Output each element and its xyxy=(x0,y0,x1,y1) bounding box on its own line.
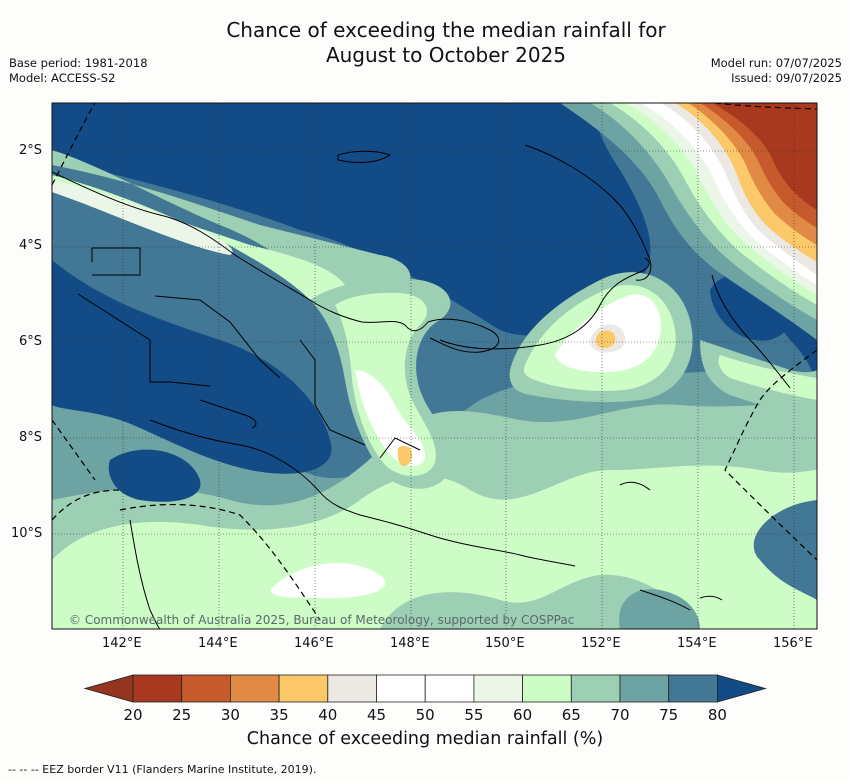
lon-tick-154e: 154°E xyxy=(677,636,717,651)
map-title: Chance of exceeding the median rainfall … xyxy=(0,18,850,68)
lon-tick-144e: 144°E xyxy=(198,636,238,651)
border-west-province xyxy=(77,247,281,387)
colorbar-swatch xyxy=(376,674,426,703)
field-50-55-nw xyxy=(52,180,233,255)
colorbar-swatch xyxy=(668,674,718,703)
colorbar-high-extend xyxy=(717,674,767,703)
title-line-2: August to October 2025 xyxy=(325,43,567,67)
field-35-40-spot xyxy=(397,445,413,466)
coastlines xyxy=(52,144,791,629)
field-south-white xyxy=(270,563,386,599)
meta-left: Base period: 1981-2018 Model: ACCESS-S2 xyxy=(9,56,148,86)
colorbar-low-extend xyxy=(83,674,134,703)
rainfall-map xyxy=(51,102,818,630)
eez-sw xyxy=(119,503,321,621)
colorbar-tick-label: 60 xyxy=(513,706,532,724)
lon-tick-150e: 150°E xyxy=(485,636,525,651)
colorbar-swatch xyxy=(181,674,231,703)
colorbar-tick-label: 80 xyxy=(708,706,727,724)
lat-tick-10s: 10°S xyxy=(11,526,43,541)
eez-ne xyxy=(714,103,817,110)
colorbar-swatch xyxy=(327,674,377,703)
provincial-borders xyxy=(77,247,421,459)
colorbar-tick-label: 55 xyxy=(464,706,483,724)
field-75-80-west xyxy=(52,260,332,474)
coast-png-north xyxy=(52,171,429,332)
model-run: Model run: 07/07/2025 xyxy=(710,56,842,70)
lon-tick-146e: 146°E xyxy=(294,636,334,651)
coast-bougainville xyxy=(711,274,791,389)
colorbar-swatch xyxy=(229,674,280,703)
field-50-55-spine xyxy=(355,370,425,467)
eez-legend: -- -- -- EEZ border V11 (Flanders Marine… xyxy=(8,763,317,776)
colorbar-swatch xyxy=(619,674,670,703)
copyright-notice: © Commonwealth of Australia 2025, Bureau… xyxy=(69,613,575,627)
border-central xyxy=(299,339,421,459)
coast-new-britain xyxy=(439,257,650,350)
colorbar-swatch xyxy=(473,674,523,703)
eez-north xyxy=(52,103,96,186)
lon-tick-156e: 156°E xyxy=(773,636,813,651)
coast-southern-islands xyxy=(619,481,723,611)
coast-new-ireland xyxy=(524,144,652,281)
coast-huon xyxy=(427,318,500,353)
field-20-25-ne xyxy=(712,103,817,210)
eez-nw xyxy=(52,419,121,521)
field-55-60-east xyxy=(718,355,817,400)
lon-tick-152e: 152°E xyxy=(581,636,621,651)
colorbar-tick-label: 20 xyxy=(123,706,142,724)
lon-tick-148e: 148°E xyxy=(390,636,430,651)
map-frame xyxy=(51,102,818,630)
colorbar-swatch xyxy=(132,674,183,703)
colorbar-tick-label: 40 xyxy=(318,706,337,724)
colorbar-labels: 20 25 30 35 40 45 50 55 60 65 70 75 80 xyxy=(123,706,726,724)
lat-tick-2s: 2°S xyxy=(19,143,43,158)
colorbar-swatch xyxy=(570,674,621,703)
colorbar-tick-label: 70 xyxy=(610,706,629,724)
lat-tick-6s: 6°S xyxy=(19,334,43,349)
coast-manus xyxy=(337,150,392,163)
lat-tick-8s: 8°S xyxy=(19,430,43,445)
probability-field xyxy=(52,103,817,629)
colorbar-swatch xyxy=(424,674,475,703)
colorbar-tick-label: 45 xyxy=(367,706,386,724)
colorbar-tick-label: 25 xyxy=(172,706,191,724)
lat-tick-4s: 4°S xyxy=(19,238,43,253)
coast-cape-york xyxy=(129,519,161,629)
colorbar-tick-label: 75 xyxy=(659,706,678,724)
field-cool-patch-se xyxy=(619,589,700,629)
colorbar-tick-label: 50 xyxy=(416,706,435,724)
coast-fly-delta xyxy=(199,399,257,429)
colorbar-swatch xyxy=(522,674,572,703)
title-line-1: Chance of exceeding the median rainfall … xyxy=(226,18,666,42)
base-period: Base period: 1981-2018 xyxy=(9,56,148,70)
colorbar: 20 25 30 35 40 45 50 55 60 65 70 75 80 xyxy=(83,674,767,724)
issued-date: Issued: 09/07/2025 xyxy=(731,71,842,85)
field-75-80-north xyxy=(52,103,817,390)
model-name: Model: ACCESS-S2 xyxy=(9,71,116,85)
colorbar-tick-label: 30 xyxy=(221,706,240,724)
colorbar-title: Chance of exceeding median rainfall (%) xyxy=(246,729,604,749)
eez-borders xyxy=(52,103,817,621)
colorbar-swatch xyxy=(278,674,329,703)
colorbar-swatches xyxy=(83,674,767,703)
lon-tick-142e: 142°E xyxy=(102,636,142,651)
colorbar-tick-label: 65 xyxy=(562,706,581,724)
field-75-80-sw xyxy=(108,449,201,502)
field-southeast-blue xyxy=(753,500,817,600)
meta-right: Model run: 07/07/2025 Issued: 09/07/2025 xyxy=(711,56,842,86)
colorbar-tick-label: 35 xyxy=(270,706,289,724)
field-35-40-nb xyxy=(595,330,616,348)
coast-png-south xyxy=(149,419,576,567)
graticule xyxy=(52,103,817,629)
eez-east xyxy=(724,349,817,561)
